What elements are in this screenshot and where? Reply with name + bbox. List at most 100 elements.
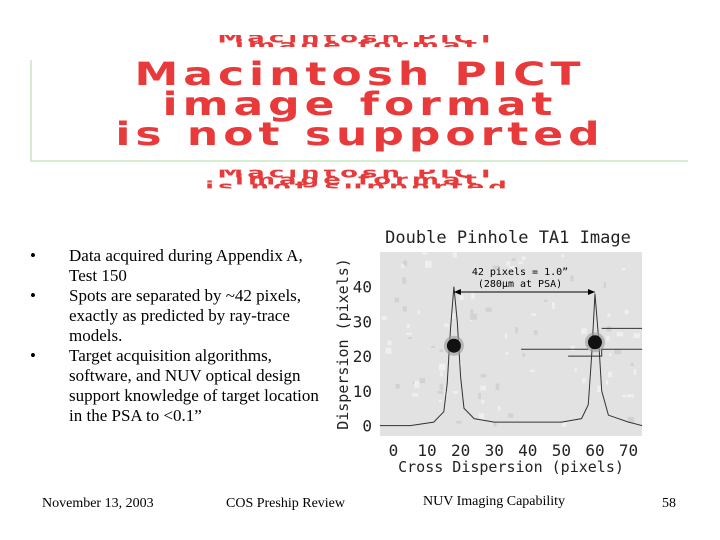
image-noise (561, 254, 565, 258)
image-noise (531, 313, 537, 316)
image-noise (521, 256, 526, 261)
image-noise (387, 340, 392, 346)
x-tick-label: 70 (619, 441, 638, 460)
image-noise (511, 258, 516, 262)
image-noise (606, 335, 610, 341)
image-noise (633, 333, 640, 339)
page-number: 58 (662, 496, 676, 511)
bullet-item: • Spots are separated by ~42 pixels, exa… (30, 286, 320, 346)
image-noise (574, 368, 577, 372)
image-noise (412, 393, 419, 397)
image-noise (504, 333, 507, 339)
image-noise (608, 371, 612, 378)
y-axis-label: Dispersion (pixels) (334, 258, 352, 430)
image-noise (607, 313, 611, 317)
image-noise (414, 380, 420, 388)
profile-line (380, 286, 643, 427)
image-noise (381, 316, 387, 321)
image-noise (616, 332, 624, 337)
image-noise (419, 377, 426, 384)
image-noise (437, 390, 444, 394)
image-noise (480, 374, 487, 378)
footer-date: November 13, 2003 (42, 496, 154, 511)
x-tick-label: 50 (552, 441, 571, 460)
image-noise (438, 363, 446, 371)
image-noise (495, 383, 500, 391)
image-noise (425, 260, 432, 268)
pict-placeholder-image: Macintosh PICT image format is not suppo… (30, 56, 688, 162)
image-noise (385, 347, 392, 354)
image-noise (515, 327, 518, 334)
image-noise (627, 394, 634, 398)
chart-title: Double Pinhole TA1 Image (385, 228, 631, 248)
image-noise (621, 267, 626, 271)
image-noise (451, 313, 455, 320)
arrowhead-right (587, 289, 595, 295)
annotation-line-1: 42 pixels = 1.0” (472, 267, 568, 278)
pict-line-3: is not supported (115, 116, 605, 153)
image-noise (406, 332, 413, 336)
image-noise (518, 261, 523, 265)
x-tick-label: 20 (451, 441, 470, 460)
image-noise (505, 351, 509, 356)
image-noise (480, 385, 487, 391)
image-noise (543, 299, 548, 303)
image-noise (471, 292, 475, 299)
bullet-item: • Target acquisition algorithms, softwar… (30, 346, 320, 426)
x-tick-label: 10 (417, 441, 436, 460)
image-noise (509, 265, 517, 271)
chart-svg: Double Pinhole TA1 Image Dispersion (pixe… (334, 228, 643, 476)
image-noise (459, 295, 464, 301)
image-noise (582, 377, 586, 383)
y-tick-label: 20 (353, 347, 372, 366)
image-noise (533, 330, 538, 335)
arrowhead-left (453, 289, 461, 295)
pict-line-1: Macintosh PICT (134, 56, 586, 93)
image-noise (627, 416, 635, 423)
image-noise (431, 345, 435, 349)
x-tick-label: 0 (389, 441, 399, 460)
image-noise (456, 420, 462, 424)
bullet-symbol: • (30, 246, 36, 265)
x-tick-label: 30 (485, 441, 504, 460)
annotation-line-2: (280μm at PSA) (478, 279, 562, 290)
image-noise (481, 399, 485, 404)
bullet-text: Target acquisition algorithms, software,… (69, 346, 319, 425)
image-noise (614, 349, 622, 355)
image-noise (581, 328, 587, 335)
image-noise (633, 369, 637, 375)
y-tick-label: 0 (362, 417, 372, 436)
footer-topic: NUV Imaging Capability (423, 494, 566, 509)
image-noise (561, 423, 567, 427)
bullet-text: Spots are separated by ~42 pixels, exact… (69, 286, 302, 345)
image-noise (444, 323, 449, 328)
image-noise (630, 362, 634, 367)
image-noise (551, 301, 555, 309)
spot (446, 338, 461, 353)
image-noise (452, 252, 457, 258)
pict-line-2: image format (162, 86, 558, 123)
image-noise (401, 264, 405, 268)
image-noise (506, 261, 510, 266)
bullet-symbol: • (30, 286, 36, 305)
image-noise (493, 422, 497, 427)
image-noise (485, 307, 492, 312)
image-noise (470, 309, 474, 316)
image-noise (530, 369, 535, 373)
image-noise (470, 313, 477, 320)
image-noise (605, 380, 609, 385)
image-noise (597, 385, 603, 393)
image-noise (570, 345, 575, 351)
pinhole-image-chart: Double Pinhole TA1 Image Dispersion (pixe… (330, 222, 660, 480)
image-noise (394, 297, 400, 303)
image-noise (395, 383, 400, 389)
footer-review: COS Preship Review (226, 496, 345, 511)
y-tick-label: 10 (353, 382, 372, 401)
image-noise (603, 281, 606, 288)
image-noise (570, 275, 574, 282)
image-noise (492, 265, 500, 271)
bullet-symbol: • (30, 346, 36, 365)
cut-line (568, 348, 642, 357)
image-noise (403, 260, 408, 266)
image-noise (624, 309, 629, 315)
